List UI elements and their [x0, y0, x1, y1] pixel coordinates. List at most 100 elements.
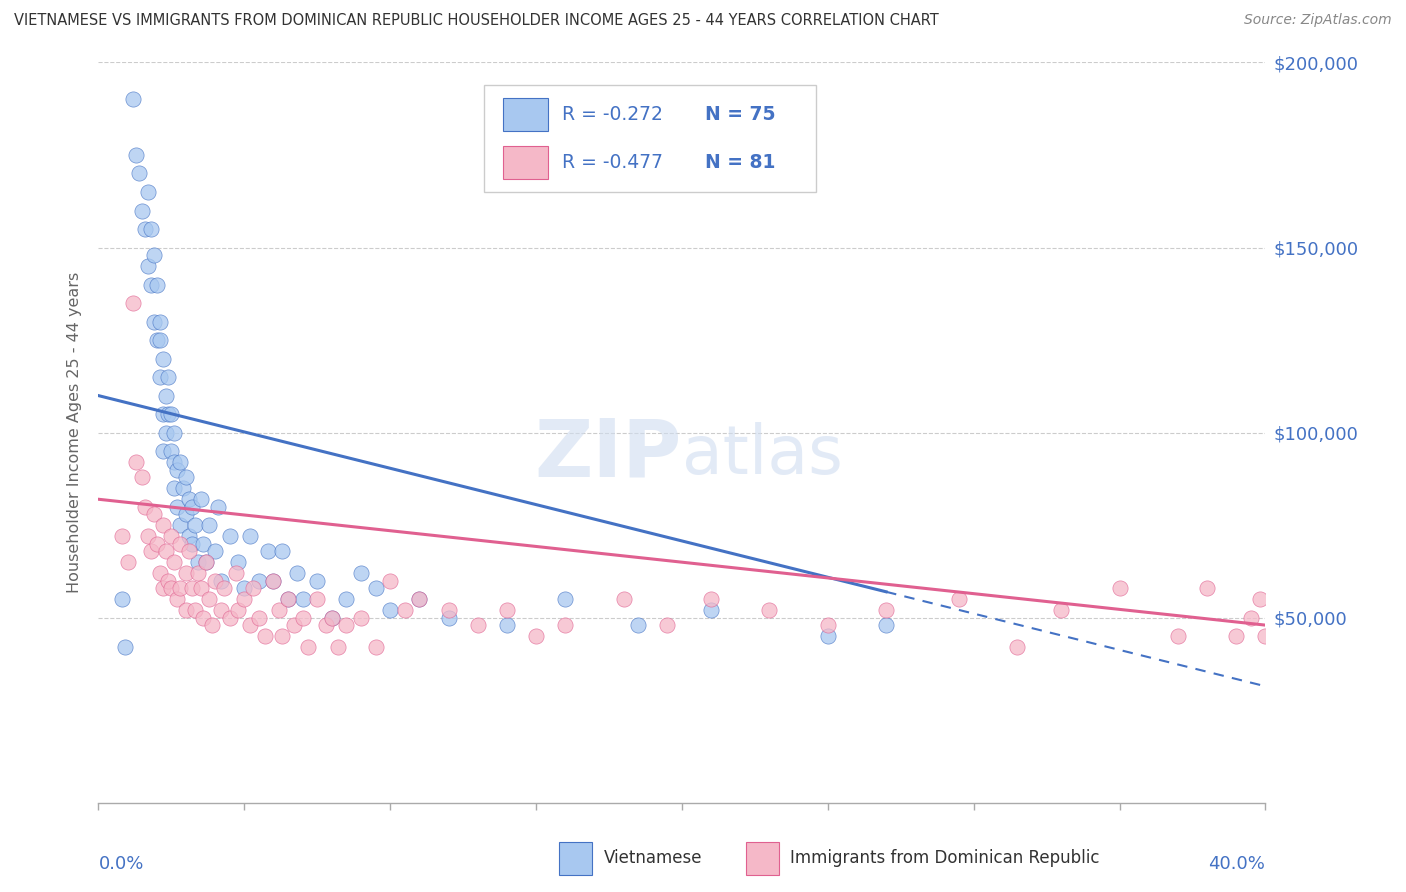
Point	[180, 581, 202, 595]
Point	[315, 618, 337, 632]
Text: N = 75: N = 75	[706, 104, 776, 124]
Point	[321, 610, 343, 624]
Point	[111, 529, 134, 543]
Point	[190, 581, 212, 595]
Point	[136, 259, 159, 273]
Point	[326, 640, 349, 655]
Point	[136, 185, 159, 199]
Point	[157, 370, 180, 384]
Point	[163, 481, 186, 495]
FancyBboxPatch shape	[560, 842, 592, 875]
Point	[350, 610, 373, 624]
Point	[139, 277, 162, 292]
Text: 0.0%: 0.0%	[98, 855, 143, 872]
Point	[1050, 603, 1073, 617]
Text: ZIP: ZIP	[534, 416, 682, 494]
Point	[193, 536, 215, 550]
FancyBboxPatch shape	[503, 145, 548, 179]
Point	[817, 629, 839, 643]
Point	[193, 610, 215, 624]
Point	[239, 618, 262, 632]
Point	[139, 544, 162, 558]
Point	[139, 222, 162, 236]
Point	[198, 518, 221, 533]
Text: Source: ZipAtlas.com: Source: ZipAtlas.com	[1244, 13, 1392, 28]
Point	[233, 581, 256, 595]
Point	[160, 529, 183, 543]
Point	[117, 555, 139, 569]
Point	[437, 603, 460, 617]
Point	[239, 529, 262, 543]
Point	[169, 518, 191, 533]
Point	[657, 618, 679, 632]
Point	[111, 592, 134, 607]
Point	[554, 618, 576, 632]
Point	[157, 407, 180, 421]
Point	[269, 603, 291, 617]
Point	[1254, 629, 1277, 643]
Point	[131, 203, 153, 218]
Point	[152, 351, 174, 366]
Point	[271, 544, 294, 558]
Point	[128, 166, 150, 180]
Text: R = -0.477: R = -0.477	[562, 153, 662, 172]
Point	[160, 581, 183, 595]
Point	[142, 248, 165, 262]
Point	[524, 629, 547, 643]
Point	[163, 455, 186, 469]
Point	[350, 566, 373, 581]
Text: VIETNAMESE VS IMMIGRANTS FROM DOMINICAN REPUBLIC HOUSEHOLDER INCOME AGES 25 - 44: VIETNAMESE VS IMMIGRANTS FROM DOMINICAN …	[14, 13, 939, 29]
Point	[180, 500, 202, 514]
Point	[335, 592, 357, 607]
Point	[256, 544, 278, 558]
Point	[1240, 610, 1263, 624]
Point	[394, 603, 416, 617]
Point	[1108, 581, 1130, 595]
Point	[134, 222, 156, 236]
FancyBboxPatch shape	[484, 85, 815, 192]
Y-axis label: Householder Income Ages 25 - 44 years: Householder Income Ages 25 - 44 years	[67, 272, 83, 593]
Point	[169, 536, 191, 550]
Point	[817, 618, 839, 632]
Point	[163, 555, 186, 569]
Point	[146, 536, 169, 550]
Text: Immigrants from Dominican Republic: Immigrants from Dominican Republic	[790, 849, 1099, 867]
Point	[277, 592, 299, 607]
Point	[612, 592, 634, 607]
Point	[122, 92, 145, 106]
Point	[174, 507, 197, 521]
Point	[142, 314, 165, 328]
Point	[187, 555, 209, 569]
Text: Vietnamese: Vietnamese	[603, 849, 702, 867]
Point	[253, 629, 276, 643]
Point	[335, 618, 357, 632]
Point	[554, 592, 576, 607]
Point	[467, 618, 489, 632]
Point	[875, 603, 897, 617]
Point	[166, 462, 188, 476]
Point	[321, 610, 343, 624]
Point	[122, 296, 145, 310]
Point	[212, 581, 235, 595]
Point	[364, 581, 387, 595]
Point	[291, 592, 314, 607]
Text: N = 81: N = 81	[706, 153, 776, 172]
Point	[198, 592, 221, 607]
Point	[136, 529, 159, 543]
Point	[204, 544, 226, 558]
Point	[201, 618, 224, 632]
FancyBboxPatch shape	[747, 842, 779, 875]
Point	[496, 603, 519, 617]
Point	[1167, 629, 1189, 643]
Point	[166, 592, 188, 607]
Point	[172, 481, 194, 495]
Point	[209, 574, 232, 588]
Point	[195, 555, 218, 569]
Point	[142, 507, 165, 521]
Point	[157, 574, 180, 588]
Point	[228, 555, 250, 569]
Point	[174, 603, 197, 617]
Point	[155, 425, 177, 440]
Point	[160, 407, 183, 421]
FancyBboxPatch shape	[503, 97, 548, 131]
